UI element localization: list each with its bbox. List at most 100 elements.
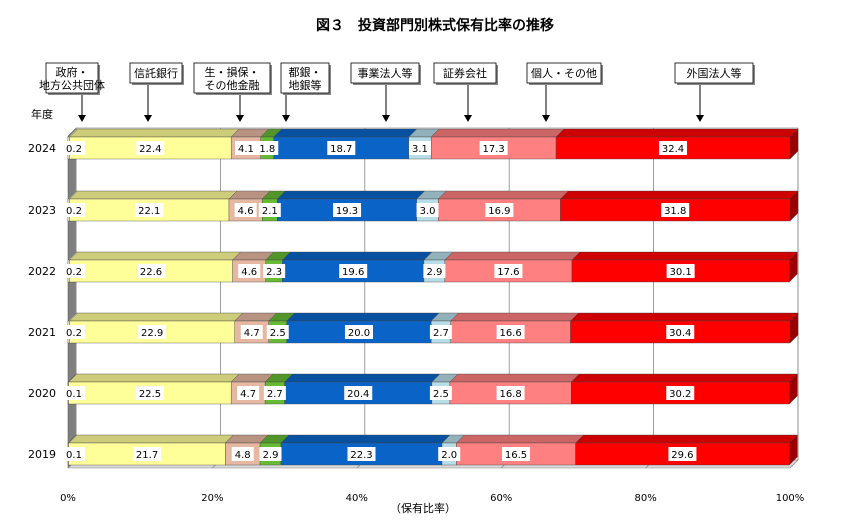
data-label: 4.7 bbox=[240, 389, 256, 400]
data-label-bg bbox=[423, 264, 446, 278]
bar-top bbox=[449, 373, 580, 383]
legend-arrow-head bbox=[464, 115, 472, 122]
data-label: 22.1 bbox=[138, 206, 160, 217]
legend-label: 政府・ bbox=[56, 65, 89, 79]
data-label: 16.8 bbox=[499, 389, 521, 400]
data-label: 2.7 bbox=[433, 328, 449, 339]
data-label: 32.4 bbox=[662, 144, 684, 155]
bar-side bbox=[789, 128, 799, 160]
data-label: 16.6 bbox=[499, 328, 521, 339]
data-label: 20.4 bbox=[347, 389, 369, 400]
bar-top bbox=[559, 190, 799, 200]
data-label: 3.0 bbox=[420, 206, 436, 217]
data-label: 22.6 bbox=[140, 267, 162, 278]
legend-label: 証券会社 bbox=[443, 66, 487, 80]
data-label-bg bbox=[344, 386, 373, 400]
data-label: 16.9 bbox=[488, 206, 510, 217]
axes: 0% 20% 40% 60% 80% 100% 2024 2023 2022 2021 2020 20… bbox=[28, 142, 804, 504]
data-label-bg bbox=[234, 141, 257, 155]
data-label-bg bbox=[63, 141, 85, 155]
data-label: 16.5 bbox=[505, 450, 527, 461]
legend-label: その他金融 bbox=[205, 78, 260, 92]
data-label: 22.4 bbox=[139, 144, 161, 155]
data-label: 4.7 bbox=[244, 328, 260, 339]
data-label: 22.3 bbox=[350, 450, 372, 461]
data-label: 22.9 bbox=[141, 328, 163, 339]
data-label: 2.5 bbox=[270, 328, 286, 339]
data-label-bg bbox=[661, 203, 690, 217]
data-label: 2.0 bbox=[441, 450, 457, 461]
bar-top bbox=[286, 312, 440, 322]
data-label-bg bbox=[63, 386, 85, 400]
data-label-bg bbox=[137, 264, 166, 278]
y-tick-label: 2024 bbox=[28, 142, 56, 155]
bars: 0.2 22.4 4.1 1.8 18.7 3.1 17.3 32.4 0.2 22.1 4.6 2.… bbox=[63, 128, 799, 466]
data-label: 4.6 bbox=[238, 206, 254, 217]
legend-label: 個人・その他 bbox=[531, 67, 597, 80]
plot-frame bbox=[75, 127, 799, 461]
bar-top bbox=[68, 128, 240, 138]
legend-box bbox=[526, 62, 602, 84]
data-label-bg bbox=[333, 203, 362, 217]
bar-side bbox=[789, 190, 799, 222]
data-label-bg bbox=[135, 386, 164, 400]
x-tick-label: 40% bbox=[346, 493, 368, 504]
bar-top bbox=[68, 373, 240, 383]
data-label-bg bbox=[135, 203, 164, 217]
data-label: 3.1 bbox=[412, 144, 428, 155]
data-label: 2.9 bbox=[263, 450, 279, 461]
legend-arrow-head bbox=[282, 115, 290, 122]
data-label: 0.1 bbox=[66, 389, 82, 400]
x-tick-label: 100% bbox=[776, 493, 805, 504]
data-label-bg bbox=[496, 325, 525, 339]
data-label-bg bbox=[133, 447, 162, 461]
data-label-bg bbox=[63, 203, 85, 217]
legend-arrow-head bbox=[78, 115, 86, 122]
x-axis-label: （保有比率） bbox=[390, 501, 456, 515]
bar-top bbox=[68, 190, 238, 200]
data-label: 20.0 bbox=[348, 328, 370, 339]
legend-box bbox=[674, 62, 754, 84]
legend-label: 外国法人等 bbox=[687, 66, 742, 80]
data-label-bg bbox=[502, 447, 531, 461]
bar-side bbox=[789, 251, 798, 283]
data-label-bg bbox=[138, 325, 167, 339]
legend-box bbox=[129, 62, 183, 84]
y-tick-label: 2019 bbox=[28, 448, 56, 461]
data-label-bg bbox=[496, 386, 525, 400]
data-label-bg bbox=[344, 325, 373, 339]
legend-arrow-head bbox=[382, 115, 390, 122]
bar-top bbox=[68, 251, 242, 261]
data-label: 2.5 bbox=[433, 389, 449, 400]
data-label-bg bbox=[238, 264, 261, 278]
x-tick-label: 80% bbox=[634, 493, 656, 504]
gridline-floor bbox=[789, 459, 799, 469]
data-label-bg bbox=[266, 325, 289, 339]
data-label-bg bbox=[485, 203, 514, 217]
y-tick-label: 2020 bbox=[28, 387, 56, 400]
bar-top bbox=[450, 312, 579, 322]
bar-top bbox=[284, 373, 441, 383]
bar-top bbox=[430, 128, 565, 138]
data-label-bg bbox=[666, 325, 695, 339]
gridlines bbox=[67, 127, 799, 469]
bar-top bbox=[570, 373, 798, 383]
data-label-bg bbox=[416, 203, 439, 217]
data-label: 19.6 bbox=[342, 267, 364, 278]
bar-side bbox=[789, 373, 798, 405]
bar-top bbox=[68, 312, 244, 322]
legend-box bbox=[193, 62, 271, 94]
bar-top bbox=[570, 312, 799, 322]
bar-top bbox=[575, 434, 798, 444]
bar-top bbox=[571, 251, 798, 261]
data-label-bg bbox=[259, 447, 282, 461]
data-label-bg bbox=[429, 325, 452, 339]
bar-top bbox=[555, 128, 799, 138]
data-label: 0.2 bbox=[66, 144, 82, 155]
data-label-bg bbox=[63, 264, 85, 278]
bar-top bbox=[444, 251, 581, 261]
bar-top bbox=[281, 251, 433, 261]
data-label-bg bbox=[136, 141, 165, 155]
bar-top bbox=[437, 190, 569, 200]
